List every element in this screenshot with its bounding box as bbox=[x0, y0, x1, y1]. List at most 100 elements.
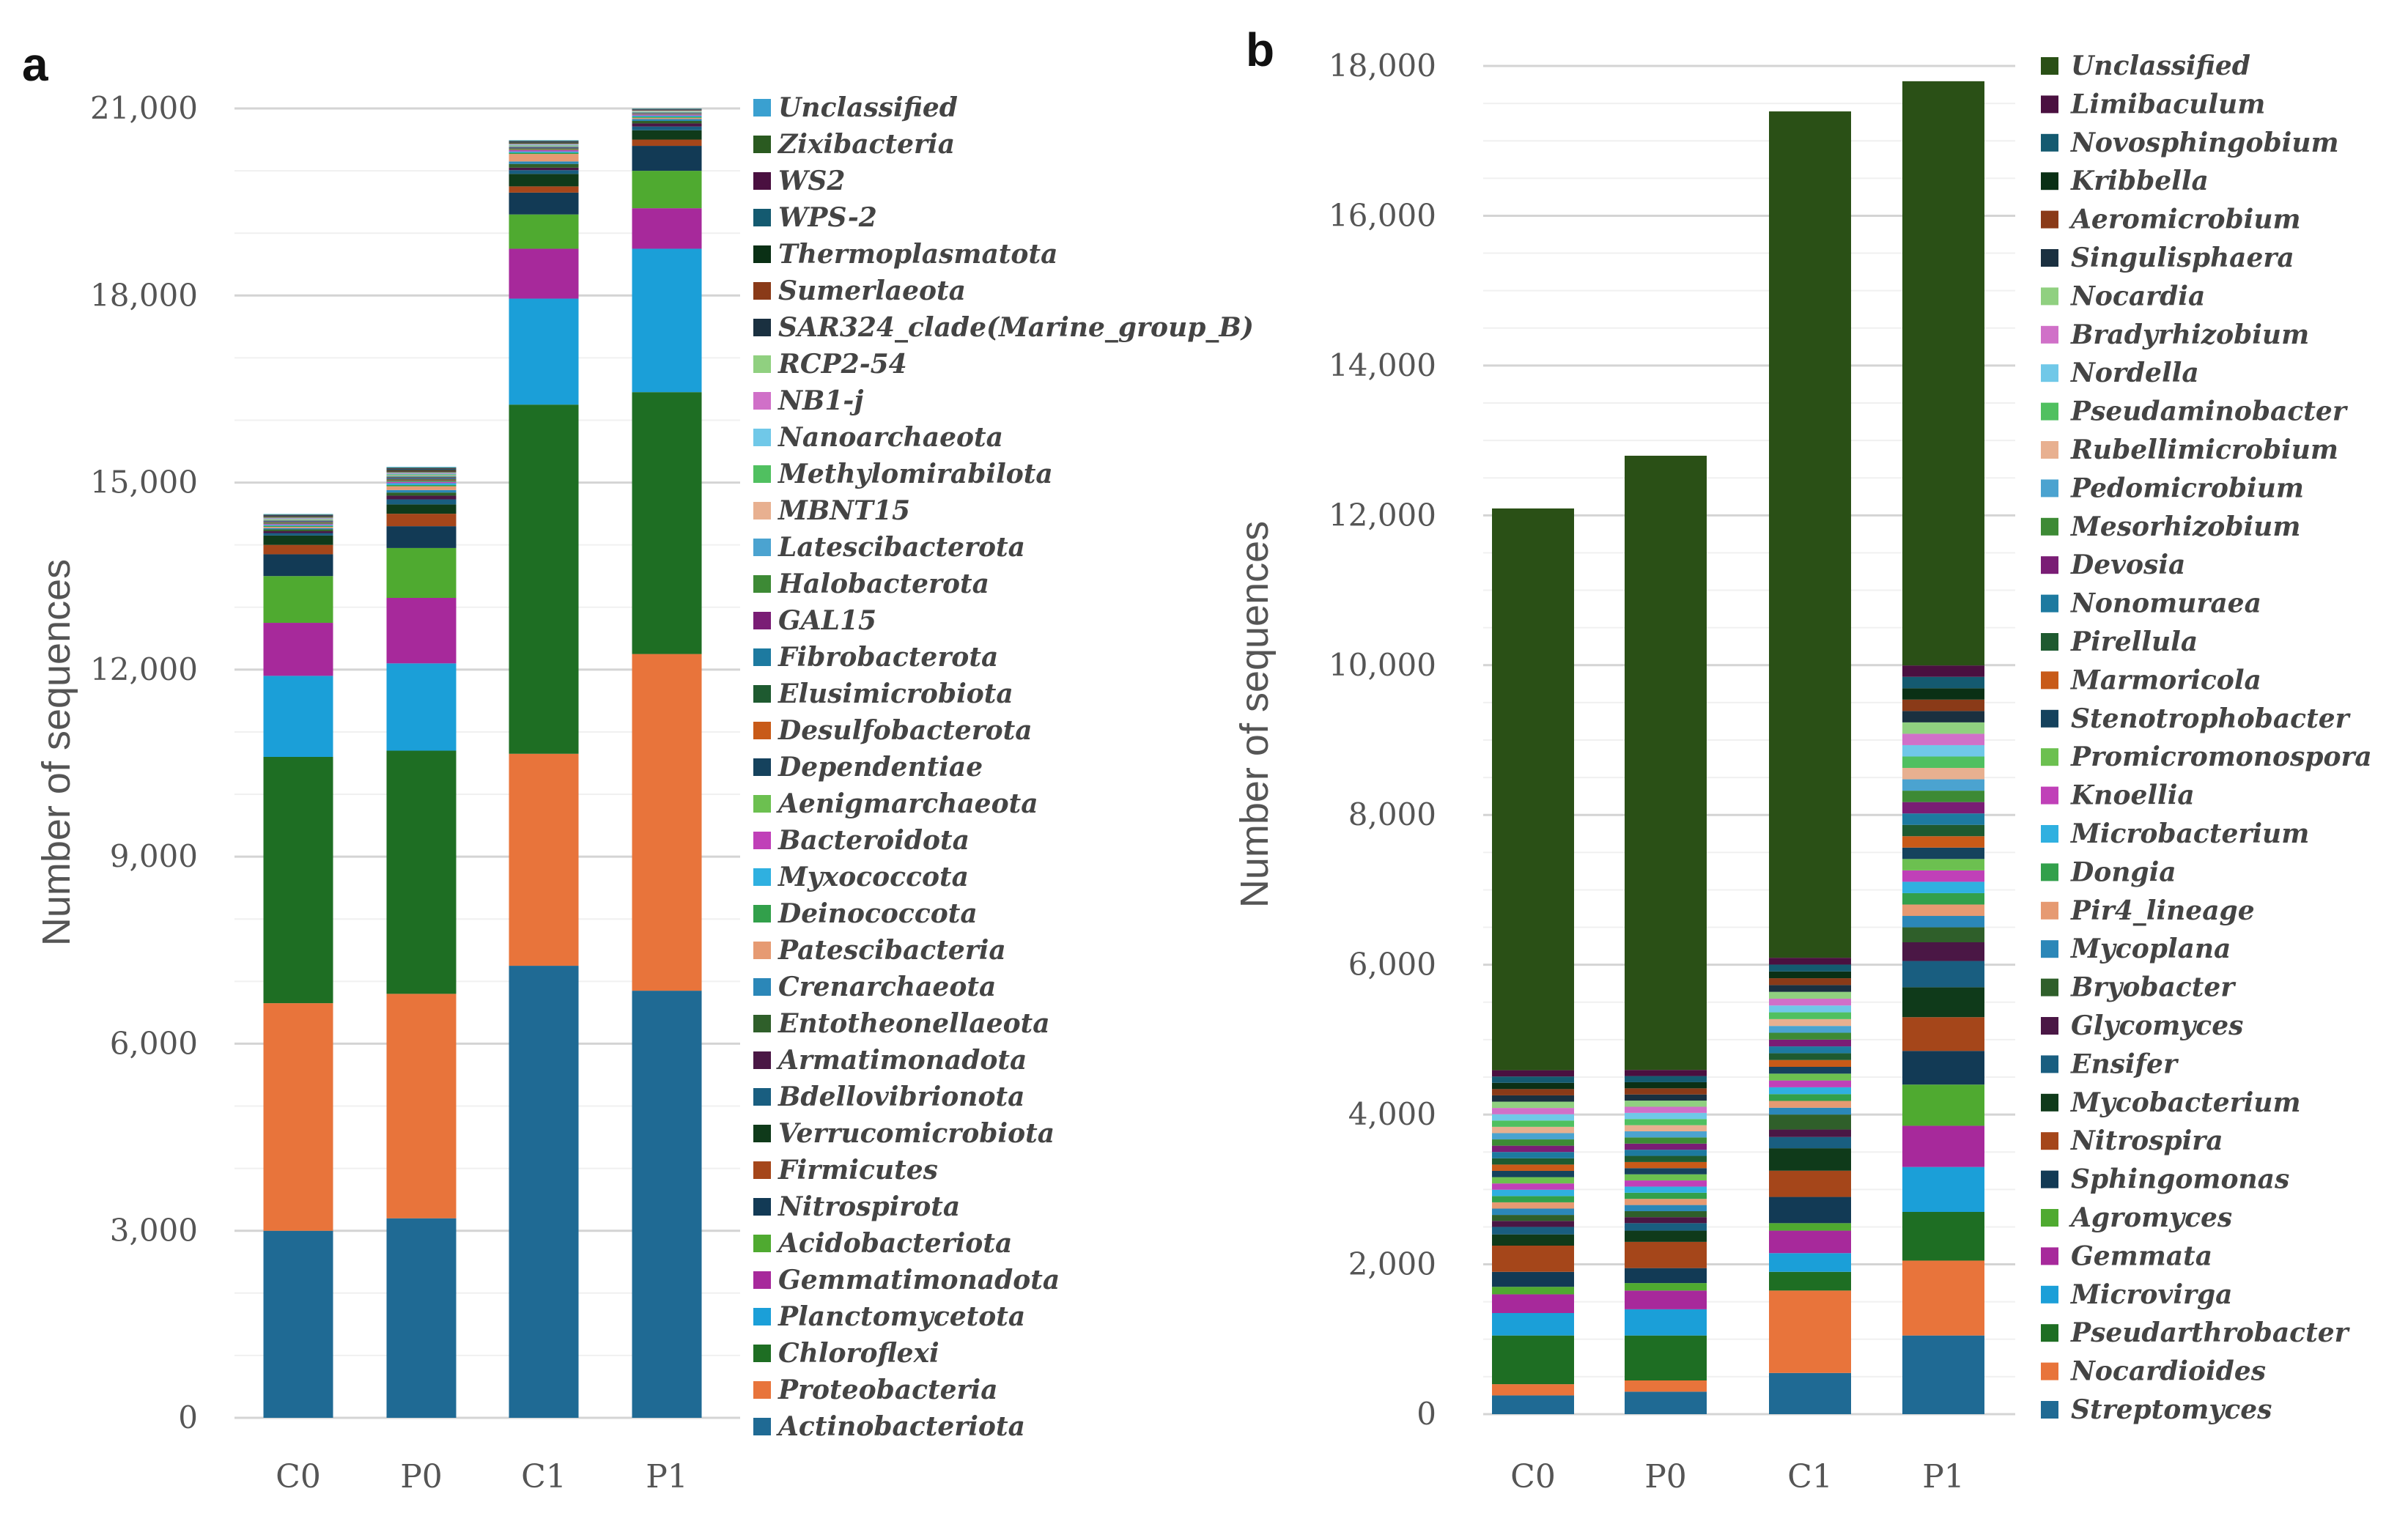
bar-segment-C0-Stenotrophobacter bbox=[1492, 1170, 1574, 1177]
legend-swatch bbox=[753, 868, 771, 886]
bar-segment-C1-Methylomirabilota bbox=[509, 145, 579, 146]
legend-swatch bbox=[753, 832, 771, 849]
bar-segment-P1-Limibaculum bbox=[1902, 665, 1984, 677]
bar-segment-P0-Rubellimicrobium bbox=[1625, 1125, 1707, 1132]
legend-label: Novosphingobium bbox=[2070, 127, 2339, 158]
bar-segment-C1-Bryobacter bbox=[1769, 1114, 1851, 1130]
bar-segment-P0-Nitrospira bbox=[1625, 1241, 1707, 1268]
legend-swatch bbox=[2041, 1324, 2058, 1342]
bar-segment-C1-Dependentiae bbox=[509, 149, 579, 150]
bar-segment-P1-Pirellula bbox=[1902, 824, 1984, 837]
legend-swatch bbox=[753, 1381, 771, 1399]
bar-segment-P1-Mycoplana bbox=[1902, 916, 1984, 928]
legend-swatch bbox=[2041, 479, 2058, 498]
bar-segment-C0-Limibaculum bbox=[1492, 1070, 1574, 1077]
bar-segment-C0-Gemmatimonadota bbox=[263, 623, 333, 676]
bar-segment-P1-Mycobacterium bbox=[1902, 987, 1984, 1018]
legend-swatch bbox=[753, 502, 771, 519]
bar-segment-C1-Deinococcota bbox=[509, 152, 579, 155]
bar-segment-C0-Actinobacteriota bbox=[263, 1230, 333, 1418]
legend-swatch bbox=[753, 1198, 771, 1216]
bar-segment-C1-Acidobacteriota bbox=[509, 214, 579, 249]
bar-segment-P1-Mesorhizobium bbox=[1902, 791, 1984, 802]
legend-swatch bbox=[2041, 517, 2058, 536]
legend-swatch bbox=[753, 1418, 771, 1435]
bar-segment-P0-Pseudaminobacter bbox=[1625, 1119, 1707, 1125]
bar-segment-P0-Bryobacter bbox=[1625, 1210, 1707, 1218]
bar-segment-P0-Sumerlaeota bbox=[386, 470, 457, 472]
bar-segment-P0-Mesorhizobium bbox=[1625, 1137, 1707, 1144]
legend-swatch bbox=[753, 1271, 771, 1289]
legend-swatch bbox=[2041, 1247, 2058, 1265]
bar-segment-P1-Proteobacteria bbox=[632, 654, 702, 991]
legend-swatch bbox=[2041, 1362, 2058, 1380]
bar-segment-P1-Entotheonellaeota bbox=[632, 121, 702, 124]
bar-segment-C0-Crenarchaeota bbox=[263, 528, 333, 530]
bar-segment-C0-Aenigmarchaeota bbox=[263, 523, 333, 525]
bar-segment-C0-Zixibacteria bbox=[263, 514, 333, 515]
legend-swatch bbox=[753, 429, 771, 446]
bar-segment-P0-Microbacterium bbox=[1625, 1186, 1707, 1193]
legend-label: Limibaculum bbox=[2070, 89, 2265, 119]
legend-label: Acidobacteriota bbox=[776, 1228, 1012, 1259]
legend-label: Chloroflexi bbox=[778, 1338, 939, 1369]
legend-label: Streptomyces bbox=[2071, 1394, 2272, 1425]
legend-swatch bbox=[753, 1088, 771, 1106]
bar-segment-P1-Bradyrhizobium bbox=[1902, 733, 1984, 745]
bar-segment-C1-Devosia bbox=[1769, 1039, 1851, 1047]
bar-segment-P0-Bacteroidota bbox=[386, 481, 457, 484]
bar-segment-C1-Nonomuraea bbox=[1769, 1046, 1851, 1054]
bar-segment-P0-Armatimonadota bbox=[386, 495, 457, 500]
bar-segment-C1-Elusimicrobiota bbox=[509, 148, 579, 149]
bar-segment-P0-Gemmatimonadota bbox=[386, 597, 457, 664]
legend-label: Mesorhizobium bbox=[2069, 511, 2300, 542]
bar-segment-C0-Nocardia bbox=[1492, 1101, 1574, 1109]
bar-segment-C0-Streptomyces bbox=[1492, 1395, 1574, 1414]
bar-segment-P0-Firmicutes bbox=[386, 514, 457, 527]
bar-segment-C1-Nitrospira bbox=[1769, 1170, 1851, 1197]
legend-label: Crenarchaeota bbox=[778, 972, 996, 1002]
legend-swatch bbox=[2041, 57, 2058, 75]
bar-segment-C1-Novosphingobium bbox=[1769, 964, 1851, 972]
legend-label: Mycobacterium bbox=[2069, 1087, 2301, 1118]
bar-segment-P0-Knoellia bbox=[1625, 1180, 1707, 1187]
x-tick-label: P1 bbox=[1922, 1458, 1965, 1495]
legend-swatch bbox=[2041, 748, 2058, 766]
legend-label: Elusimicrobiota bbox=[778, 678, 1013, 709]
legend-label: Thermoplasmatota bbox=[778, 239, 1057, 270]
legend-label: Halobacterota bbox=[778, 569, 989, 599]
legend-swatch bbox=[2041, 1132, 2058, 1150]
bar-segment-C1-Microbacterium bbox=[1769, 1087, 1851, 1095]
legend-swatch bbox=[753, 905, 771, 922]
legend-label: Unclassified bbox=[2071, 51, 2250, 81]
bar-segment-C0-Devosia bbox=[1492, 1145, 1574, 1153]
x-tick-label: C0 bbox=[1510, 1458, 1556, 1495]
legend-label: Pseudarthrobacter bbox=[2070, 1317, 2351, 1348]
bar-segment-P1-Verrucomicrobiota bbox=[632, 130, 702, 140]
bar-segment-P1-Microbacterium bbox=[1902, 881, 1984, 893]
legend-swatch bbox=[2041, 1093, 2058, 1112]
bar-segment-P0-Streptomyces bbox=[1625, 1391, 1707, 1414]
legend-swatch bbox=[753, 172, 771, 190]
bar-segment-P1-Ensifer bbox=[1902, 961, 1984, 988]
bar-segment-P1-Bryobacter bbox=[1902, 927, 1984, 942]
bar-segment-C1-Chloroflexi bbox=[509, 404, 579, 754]
bar-segment-P0-Gemmata bbox=[1625, 1290, 1707, 1309]
bar-segment-C0-Mycoplana bbox=[1492, 1208, 1574, 1216]
bar-segment-C0-Sphingomonas bbox=[1492, 1271, 1574, 1287]
bar-segment-C0-Pseudarthrobacter bbox=[1492, 1335, 1574, 1385]
bar-segment-P0-Agromyces bbox=[1625, 1283, 1707, 1291]
bar-segment-C0-Bacteroidota bbox=[263, 524, 333, 525]
legend-label: Bradyrhizobium bbox=[2070, 319, 2309, 350]
legend-label: Latescibacterota bbox=[778, 532, 1025, 563]
bar-segment-C0-Nocardioides bbox=[1492, 1384, 1574, 1396]
y-tick-label: 12,000 bbox=[1329, 497, 1436, 533]
bar-segment-P1-Armatimonadota bbox=[632, 123, 702, 127]
y-tick-label: 6,000 bbox=[110, 1025, 198, 1061]
bar-segment-C0-Bradyrhizobium bbox=[1492, 1108, 1574, 1114]
bar-segment-C0-Glycomyces bbox=[1492, 1221, 1574, 1227]
bar-segment-C0-Unclassified bbox=[263, 514, 333, 515]
bar-segment-P0-Halobacterota bbox=[386, 476, 457, 478]
legend-label: Dongia bbox=[2070, 857, 2176, 887]
bar-segment-P0-Elusimicrobiota bbox=[386, 478, 457, 480]
